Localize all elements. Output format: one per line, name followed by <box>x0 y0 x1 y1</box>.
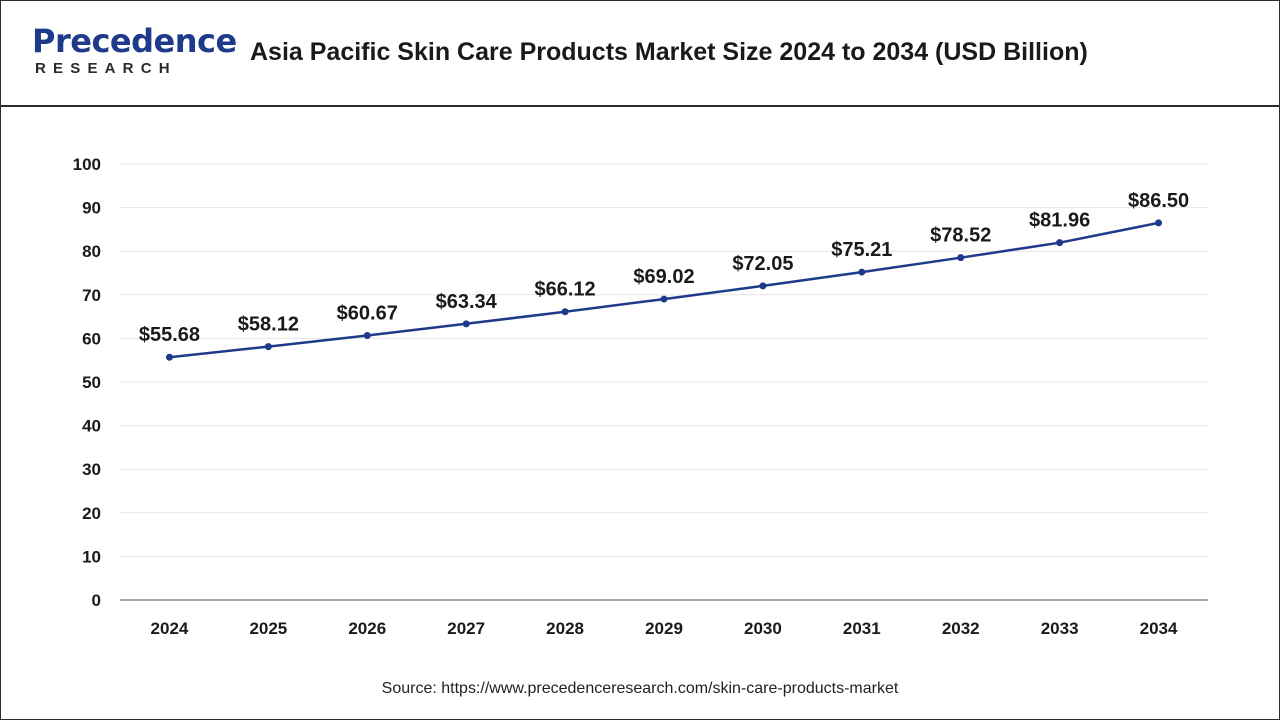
y-tick-label: 20 <box>82 504 101 523</box>
x-tick-label: 2027 <box>447 619 485 638</box>
data-label: $58.12 <box>238 314 299 336</box>
data-label: $66.12 <box>535 279 596 301</box>
data-label: $81.96 <box>1029 210 1090 232</box>
x-tick-label: 2033 <box>1041 619 1079 638</box>
y-tick-label: 80 <box>82 242 101 261</box>
data-label: $78.52 <box>930 225 991 247</box>
data-point <box>1056 239 1064 247</box>
series-line <box>169 221 1159 359</box>
data-label: $69.02 <box>633 266 694 288</box>
data-point <box>165 353 173 361</box>
x-tick-label: 2030 <box>744 619 782 638</box>
data-point <box>264 343 272 351</box>
y-tick-label: 50 <box>82 373 101 392</box>
data-point <box>561 308 569 316</box>
source-note: Source: https://www.precedenceresearch.c… <box>381 680 899 697</box>
x-tick-label: 2026 <box>348 619 386 638</box>
data-label: $86.50 <box>1128 190 1189 212</box>
x-tick-label: 2024 <box>151 619 189 638</box>
x-tick-label: 2029 <box>645 619 683 638</box>
brand-logo: Precedence RESEARCH <box>32 22 237 82</box>
x-tick-label: 2031 <box>843 619 881 638</box>
y-tick-label: 90 <box>82 199 101 218</box>
y-tick-label: 40 <box>82 417 101 436</box>
data-point <box>1155 219 1163 227</box>
y-tick-label: 10 <box>82 547 101 566</box>
y-tick-label: 30 <box>82 460 101 479</box>
header: Precedence RESEARCH Asia Pacific Skin Ca… <box>0 0 1280 107</box>
logo-sub-text: RESEARCH <box>35 60 177 77</box>
y-tick-label: 70 <box>82 286 101 305</box>
data-label: $75.21 <box>831 239 892 261</box>
data-point <box>759 282 767 290</box>
chart-title: Asia Pacific Skin Care Products Market S… <box>250 38 1088 66</box>
data-label: $72.05 <box>732 253 793 275</box>
y-tick-label: 60 <box>82 329 101 348</box>
data-point <box>858 268 866 276</box>
x-tick-label: 2025 <box>249 619 287 638</box>
y-tick-label: 100 <box>73 155 101 174</box>
data-point <box>957 254 965 262</box>
logo-main-text: Precedence <box>32 22 237 60</box>
data-point <box>462 320 470 328</box>
x-tick-label: 2028 <box>546 619 584 638</box>
data-label: $55.68 <box>139 324 200 346</box>
data-point <box>660 295 668 303</box>
data-label: $60.67 <box>337 302 398 324</box>
x-tick-label: 2032 <box>942 619 980 638</box>
y-tick-label: 0 <box>92 591 101 610</box>
data-point <box>363 331 371 339</box>
data-label: $63.34 <box>436 291 498 313</box>
x-tick-label: 2034 <box>1140 619 1178 638</box>
